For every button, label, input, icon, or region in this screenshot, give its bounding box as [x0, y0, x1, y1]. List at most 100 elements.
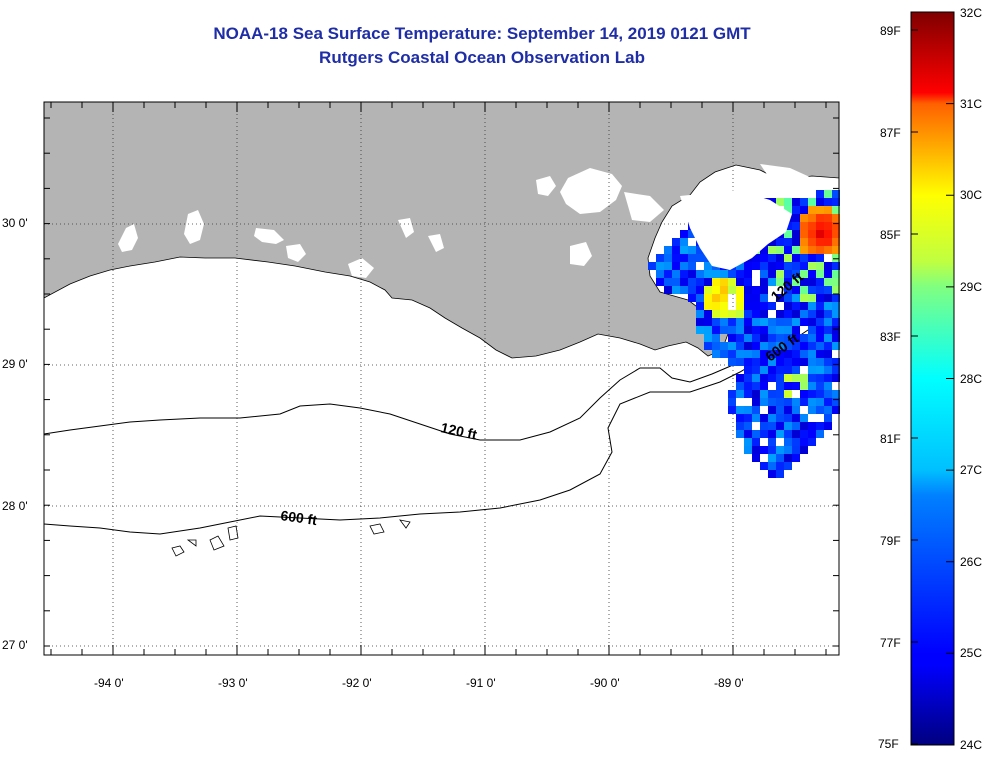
colorbar-c-label: 31C: [960, 97, 983, 111]
colorbar-f-label: 85F: [880, 228, 901, 242]
sst-pixel: [808, 206, 816, 214]
sst-pixel: [704, 310, 712, 318]
sst-pixel: [816, 286, 824, 294]
sst-pixel: [688, 294, 696, 302]
sst-pixel: [720, 350, 728, 358]
sst-pixel: [784, 278, 792, 286]
sst-pixel: [672, 286, 680, 294]
sst-pixel: [712, 270, 720, 278]
sst-pixel: [704, 286, 712, 294]
lake-pontchartrain: [560, 168, 622, 214]
sst-pixel: [784, 206, 792, 214]
sst-pixel: [824, 310, 832, 318]
sst-pixel: [672, 254, 680, 262]
sst-pixel: [768, 454, 776, 462]
sst-pixel: [744, 342, 752, 350]
sst-pixel: [824, 326, 832, 334]
sst-pixel: [744, 390, 752, 398]
sst-pixel: [704, 262, 712, 270]
sst-pixel: [800, 390, 808, 398]
sst-pixel: [784, 430, 792, 438]
sst-pixel: [816, 398, 824, 406]
sst-pixel: [720, 342, 728, 350]
sst-pixel: [784, 454, 792, 462]
sst-pixel: [808, 286, 816, 294]
colorbar-c-label: 24C: [960, 738, 983, 752]
sst-pixel: [776, 422, 784, 430]
sst-pixel: [752, 350, 760, 358]
sst-pixel: [792, 406, 800, 414]
sst-pixel: [768, 438, 776, 446]
sst-pixel: [728, 398, 736, 406]
sst-pixel: [800, 414, 808, 422]
lake-maurepas: [536, 176, 556, 196]
sst-pixel: [824, 190, 832, 198]
colorbar-f-label: 83F: [880, 330, 901, 344]
sst-pixel: [808, 358, 816, 366]
sst-pixel: [768, 350, 776, 358]
colorbar-f-label: 81F: [880, 432, 901, 446]
contour-label: 600 ft: [280, 507, 319, 528]
sst-pixel: [784, 398, 792, 406]
sst-pixel: [808, 350, 816, 358]
sst-pixel: [776, 278, 784, 286]
sst-pixel: [760, 326, 768, 334]
sst-pixel: [792, 310, 800, 318]
sst-pixel: [784, 390, 792, 398]
colorbar-c-label: 28C: [960, 372, 983, 386]
sst-pixel: [816, 406, 824, 414]
sst-pixel: [744, 326, 752, 334]
sst-pixel: [752, 286, 760, 294]
sst-pixel: [816, 238, 824, 246]
sst-pixel: [768, 374, 776, 382]
sst-pixel: [664, 262, 672, 270]
sst-pixel: [760, 262, 768, 270]
lat-label: 29 0': [2, 357, 28, 371]
sst-pixel: [744, 446, 752, 454]
contour-label: 120 ft: [439, 419, 478, 442]
sst-pixel: [816, 206, 824, 214]
sst-pixel: [760, 398, 768, 406]
sst-pixel: [784, 302, 792, 310]
sst-pixel: [768, 470, 776, 478]
sst-pixel: [776, 270, 784, 278]
sst-pixel: [712, 294, 720, 302]
sst-pixel: [728, 350, 736, 358]
sst-pixel: [744, 262, 752, 270]
white-lake: [254, 228, 284, 244]
sst-pixel: [784, 342, 792, 350]
sst-pixel: [808, 278, 816, 286]
sst-pixel: [768, 406, 776, 414]
sst-pixel: [824, 278, 832, 286]
sst-pixel: [664, 270, 672, 278]
sst-pixel: [776, 470, 784, 478]
sst-pixel: [800, 334, 808, 342]
sst-pixel: [792, 278, 800, 286]
sst-pixel: [720, 326, 728, 334]
sst-pixel: [752, 430, 760, 438]
sst-pixel: [736, 302, 744, 310]
sst-pixel: [792, 358, 800, 366]
sst-pixel: [776, 334, 784, 342]
sst-pixel: [720, 318, 728, 326]
sst-pixel: [736, 374, 744, 382]
sst-pixel: [768, 318, 776, 326]
sst-pixel: [816, 230, 824, 238]
colorbar-c-label: 30C: [960, 188, 983, 202]
sst-pixel: [744, 438, 752, 446]
sst-pixel: [792, 262, 800, 270]
sst-pixel: [744, 358, 752, 366]
sst-pixel: [760, 422, 768, 430]
sst-pixel: [680, 238, 688, 246]
lon-label: -90 0': [590, 676, 620, 690]
sst-pixel: [824, 302, 832, 310]
sst-pixel: [816, 382, 824, 390]
sst-pixel: [792, 214, 800, 222]
sst-pixel: [768, 430, 776, 438]
sst-pixel: [800, 446, 808, 454]
sst-pixel: [808, 334, 816, 342]
contour-islets: [171, 519, 411, 557]
sst-pixel: [792, 382, 800, 390]
sst-pixel: [792, 270, 800, 278]
sst-pixel: [832, 398, 840, 406]
